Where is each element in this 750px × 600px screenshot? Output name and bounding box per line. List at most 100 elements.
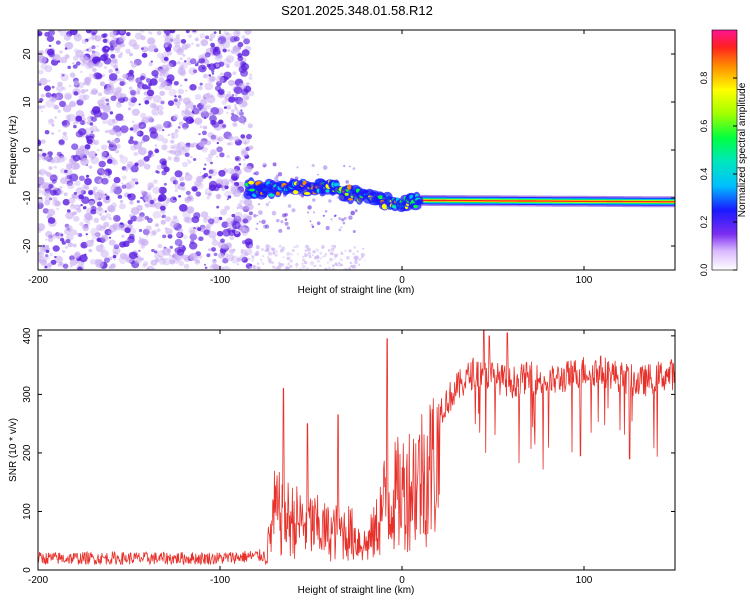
noise-speckle-dot bbox=[308, 255, 312, 259]
noise-speckle-dot bbox=[64, 245, 68, 249]
noise-speckle-dot bbox=[91, 67, 97, 73]
noise-speckle-dot bbox=[133, 177, 139, 183]
noise-speckle-dot bbox=[67, 182, 75, 190]
noise-speckle-dot bbox=[232, 248, 236, 252]
noise-speckle-dot bbox=[95, 232, 101, 238]
noise-speckle-dot bbox=[78, 94, 87, 102]
noise-speckle-dot bbox=[295, 244, 299, 249]
noise-speckle-dot bbox=[129, 200, 134, 205]
noise-speckle-dot bbox=[228, 79, 235, 86]
noise-speckle-dot bbox=[360, 256, 364, 259]
noise-speckle-dot bbox=[189, 143, 195, 148]
noise-speckle-dot bbox=[307, 205, 312, 210]
noise-speckle-dot bbox=[343, 164, 346, 168]
noise-speckle-dot bbox=[141, 52, 148, 58]
noise-speckle-dot bbox=[134, 256, 143, 264]
noise-speckle-dot bbox=[65, 93, 72, 100]
noise-speckle-dot bbox=[210, 120, 217, 126]
noise-speckle-dot bbox=[265, 244, 270, 249]
noise-speckle-dot bbox=[159, 74, 162, 77]
noise-speckle-dot bbox=[140, 35, 146, 41]
noise-speckle-dot bbox=[59, 186, 63, 189]
noise-speckle-dot bbox=[343, 216, 347, 220]
noise-speckle-dot bbox=[51, 132, 54, 135]
noise-speckle-dot bbox=[226, 32, 230, 35]
noise-speckle-dot bbox=[189, 84, 197, 91]
noise-speckle-dot bbox=[80, 70, 83, 73]
noise-speckle-dot bbox=[73, 80, 80, 86]
x-tick-label: 100 bbox=[576, 275, 593, 286]
noise-speckle-dot bbox=[97, 167, 104, 173]
noise-speckle-dot bbox=[41, 182, 50, 190]
noise-speckle-dot bbox=[225, 105, 232, 110]
noise-speckle-dot bbox=[237, 116, 245, 123]
noise-speckle-dot bbox=[236, 173, 241, 177]
noise-speckle-dot bbox=[171, 217, 180, 225]
noise-speckle-dot bbox=[315, 264, 317, 267]
noise-speckle-dot bbox=[190, 229, 196, 235]
noise-speckle-dot bbox=[42, 245, 45, 248]
noise-speckle-dot bbox=[108, 217, 112, 221]
noise-speckle-dot bbox=[241, 49, 250, 57]
y-tick-label: 100 bbox=[22, 503, 33, 520]
noise-speckle-dot bbox=[161, 214, 166, 219]
noise-speckle-dot bbox=[225, 242, 232, 249]
noise-speckle-dot bbox=[349, 265, 353, 268]
noise-speckle-dot bbox=[160, 100, 165, 105]
noise-speckle-dot bbox=[201, 107, 208, 113]
noise-speckle-dot bbox=[120, 125, 129, 133]
noise-speckle-dot bbox=[343, 267, 347, 270]
noise-speckle-dot bbox=[59, 50, 63, 54]
noise-speckle-dot bbox=[151, 154, 155, 157]
noise-speckle-dot bbox=[234, 230, 240, 235]
noise-speckle-dot bbox=[248, 145, 254, 150]
noise-speckle-dot bbox=[238, 205, 244, 210]
noise-speckle-dot bbox=[362, 247, 365, 250]
noise-speckle-dot bbox=[92, 76, 96, 79]
noise-speckle-dot bbox=[166, 248, 171, 253]
noise-speckle-dot bbox=[81, 196, 90, 204]
noise-speckle-dot bbox=[44, 265, 48, 269]
noise-speckle-dot bbox=[76, 208, 82, 213]
noise-speckle-dot bbox=[208, 184, 216, 191]
noise-speckle-dot bbox=[307, 247, 311, 252]
noise-speckle-dot bbox=[136, 90, 141, 95]
noise-speckle-dot bbox=[97, 168, 105, 176]
noise-speckle-dot bbox=[38, 139, 42, 145]
y-tick-label: 200 bbox=[22, 444, 33, 461]
noise-speckle-dot bbox=[146, 234, 149, 237]
noise-speckle-dot bbox=[222, 41, 231, 49]
noise-speckle-dot bbox=[156, 134, 164, 142]
noise-speckle-dot bbox=[163, 120, 172, 129]
noise-speckle-dot bbox=[242, 163, 246, 166]
noise-speckle-dot bbox=[317, 256, 320, 259]
noise-speckle-dot bbox=[82, 114, 85, 117]
noise-speckle-dot bbox=[236, 110, 242, 115]
noise-speckle-dot bbox=[203, 172, 209, 178]
noise-speckle-dot bbox=[90, 130, 94, 134]
noise-speckle-dot bbox=[67, 65, 71, 69]
noise-speckle-dot bbox=[133, 126, 139, 132]
noise-speckle-dot bbox=[174, 95, 177, 98]
noise-speckle-dot bbox=[45, 92, 52, 98]
noise-speckle-dot bbox=[38, 105, 43, 110]
y-tick-label: 20 bbox=[22, 48, 33, 60]
noise-speckle-dot bbox=[154, 123, 164, 132]
noise-speckle-dot bbox=[158, 84, 164, 90]
noise-speckle-dot bbox=[159, 158, 167, 166]
noise-speckle-dot bbox=[106, 83, 115, 90]
noise-speckle-dot bbox=[243, 141, 247, 145]
noise-speckle-dot bbox=[221, 75, 227, 81]
noise-speckle-dot bbox=[203, 125, 208, 130]
noise-speckle-dot bbox=[158, 186, 167, 195]
noise-speckle-dot bbox=[208, 112, 214, 117]
noise-speckle-dot bbox=[340, 252, 344, 256]
noise-speckle-dot bbox=[102, 75, 105, 78]
noise-speckle-dot bbox=[166, 199, 171, 204]
noise-speckle-dot bbox=[175, 34, 181, 38]
noise-speckle-dot bbox=[99, 243, 104, 248]
noise-speckle-dot bbox=[38, 55, 47, 64]
noise-speckle-dot bbox=[162, 129, 165, 132]
noise-speckle-dot bbox=[88, 165, 93, 169]
